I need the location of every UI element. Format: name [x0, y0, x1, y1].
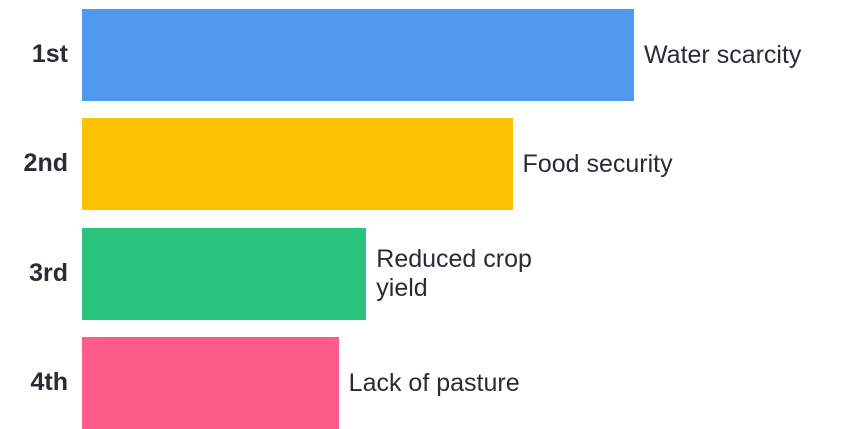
bar-label-line: Water scarcity — [644, 40, 802, 69]
bar — [82, 337, 339, 429]
bar-label: Reduced crop yield — [376, 245, 532, 303]
bar-label: Lack of pasture — [349, 369, 520, 398]
bar-label-line: Lack of pasture — [348, 368, 520, 397]
bar — [82, 118, 513, 210]
bar-label-line: yield — [376, 274, 428, 302]
rank-label: 4th — [30, 368, 69, 396]
rank-label: 2nd — [23, 149, 68, 177]
bar — [82, 9, 634, 101]
bar — [82, 228, 367, 320]
bar-label: Water scarcity — [644, 41, 801, 70]
bar-label-line: Food security — [522, 149, 673, 178]
bar-label: Food security — [523, 150, 673, 179]
bar-label-line: Reduced crop — [376, 245, 532, 273]
rank-label: 3rd — [29, 259, 68, 287]
rank-label: 1st — [31, 40, 68, 68]
